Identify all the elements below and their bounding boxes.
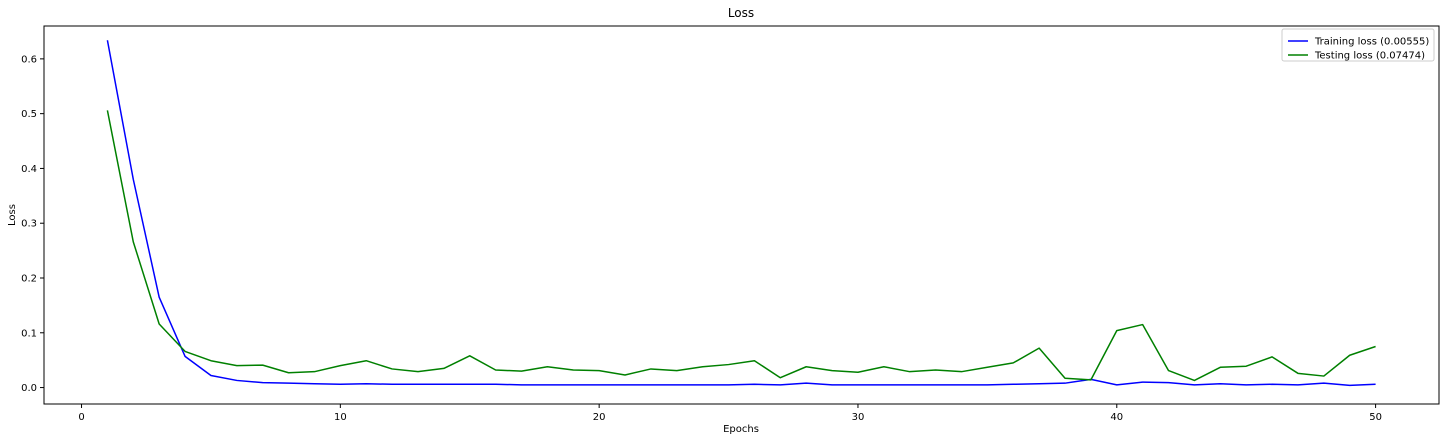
y-tick-label: 0.3 (21, 219, 37, 230)
x-tick-label: 0 (78, 412, 84, 423)
y-tick-label: 0.1 (21, 328, 37, 339)
x-axis-label: Epochs (723, 424, 759, 435)
y-tick-label: 0.6 (21, 54, 37, 65)
series-line-training (106, 40, 1376, 387)
legend-label-testing: Testing loss (0.07474) (1314, 51, 1425, 62)
y-tick-label: 0.2 (21, 274, 37, 285)
y-tick-label: 0.4 (21, 164, 37, 175)
plot-frame (43, 25, 1440, 405)
y-tick-label: 0.0 (21, 383, 37, 394)
x-tick-label: 30 (852, 412, 865, 423)
legend-box (1281, 28, 1435, 62)
x-tick-label: 20 (593, 412, 606, 423)
x-tick-label: 40 (1110, 412, 1123, 423)
legend-label-training: Training loss (0.00555) (1314, 37, 1429, 48)
x-tick-label: 10 (334, 412, 347, 423)
series-line-testing (106, 110, 1376, 382)
y-axis-label: Loss (7, 204, 18, 226)
legend: Training loss (0.00555) Testing loss (0.0… (1281, 28, 1435, 62)
y-tick-label: 0.5 (21, 109, 37, 120)
chart-title: Loss (728, 6, 754, 20)
x-tick-label: 50 (1369, 412, 1382, 423)
